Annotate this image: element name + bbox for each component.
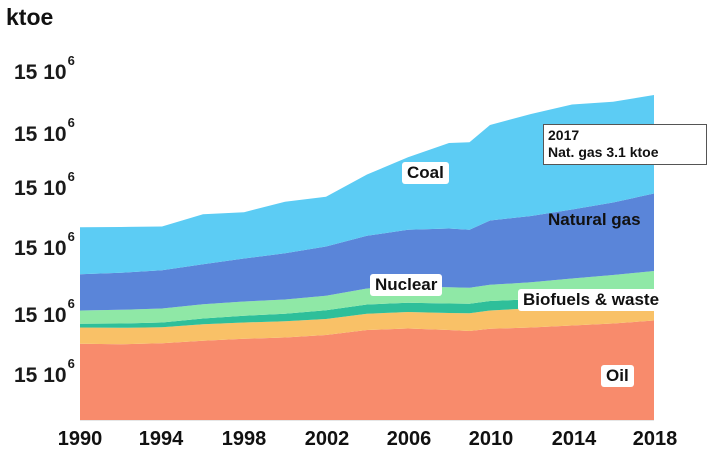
x-tick-label: 1998	[221, 428, 267, 450]
series-label-biofuels: Biofuels & waste	[518, 289, 665, 311]
area-natural-gas	[80, 193, 654, 311]
area-biofuels-waste	[80, 298, 654, 345]
y-tick-label: 15 106	[14, 53, 75, 84]
area-nuclear-low	[80, 289, 654, 328]
series-label-nuclear: Nuclear	[370, 274, 443, 296]
y-tick-label: 15 106	[14, 296, 75, 327]
tooltip-value: Nat. gas 3.1 ktoe	[548, 144, 659, 160]
y-axis-unit-label: ktoe	[6, 4, 54, 30]
y-tick-label: 15 106	[14, 229, 75, 260]
series-label-natural-gas: Natural gas	[548, 210, 641, 229]
area-coal	[80, 95, 654, 275]
y-tick-label: 15 106	[14, 169, 75, 200]
series-label-coal: Coal	[402, 162, 449, 184]
x-tick-label: 2010	[468, 428, 514, 450]
x-tick-label: 2014	[551, 428, 597, 450]
y-tick-label: 15 106	[14, 356, 75, 387]
area-nuclear	[80, 271, 654, 324]
series-label-oil: Oil	[601, 365, 634, 387]
y-tick-label: 15 106	[14, 115, 75, 146]
x-tick-label: 1994	[138, 428, 184, 450]
area-oil	[80, 320, 654, 420]
tooltip-year: 2017	[548, 127, 580, 143]
x-tick-label: 2018	[632, 428, 678, 450]
x-tick-label: 2002	[304, 428, 350, 450]
x-tick-label: 2006	[386, 428, 432, 450]
data-tooltip: 2017 Nat. gas 3.1 ktoe	[543, 124, 707, 165]
x-tick-label: 1990	[57, 428, 103, 450]
